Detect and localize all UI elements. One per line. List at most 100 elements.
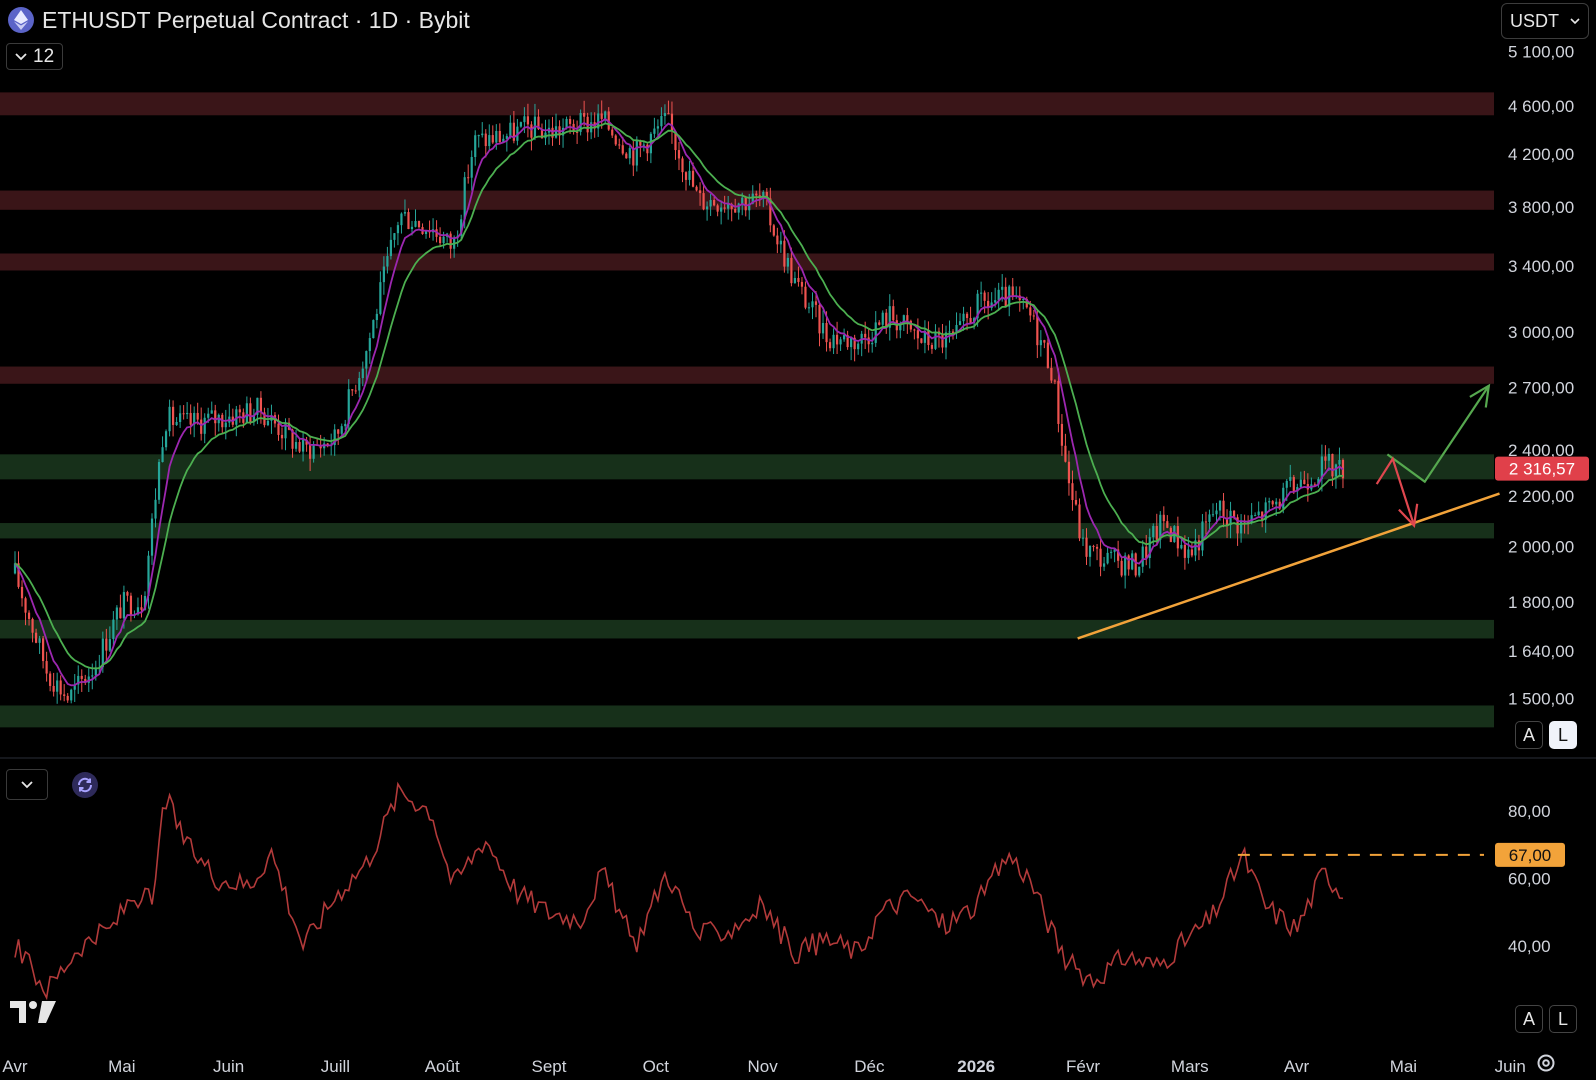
candle-body (368, 338, 371, 352)
candle-body (1268, 501, 1271, 503)
time-axis[interactable]: Avr Mai Juin Juill Août Sept Oct Nov Déc 2026 Févr… (2, 1057, 1525, 1076)
candle-body (235, 409, 238, 425)
candle-body (284, 422, 287, 439)
candle-body (477, 135, 480, 137)
candle-body (885, 312, 888, 328)
resistance-zone-1 (0, 190, 1494, 210)
auto-scale-button[interactable]: A (1515, 721, 1543, 749)
price-tick-label: 4 200,00 (1508, 145, 1574, 164)
candle-body (625, 153, 628, 159)
candle-body (161, 447, 164, 463)
rsi-auto-scale-button[interactable]: A (1515, 1005, 1543, 1033)
candle-body (1064, 445, 1067, 462)
candles (13, 100, 1345, 704)
candle-body (1113, 549, 1116, 552)
candle-body (1331, 453, 1334, 477)
candle-body (909, 320, 912, 330)
rsi-level-tag (1495, 842, 1565, 867)
ma-fast-line (14, 117, 1344, 687)
candle-body (203, 417, 206, 434)
tradingview-logo[interactable] (10, 1001, 56, 1023)
candle-body (460, 219, 463, 236)
candle-body (1187, 549, 1190, 558)
candle-body (1296, 487, 1299, 492)
candle-body (1029, 307, 1032, 316)
candle-body (365, 351, 368, 369)
candle-body (386, 256, 389, 267)
candle-body (920, 338, 923, 343)
candle-body (540, 129, 544, 139)
candle-body (375, 313, 378, 321)
candle-body (899, 323, 902, 331)
candle-body (772, 225, 775, 236)
candle-body (1074, 500, 1078, 505)
candle-body (509, 122, 512, 137)
candle-body (344, 423, 347, 427)
time-tick-label: Déc (854, 1057, 885, 1076)
candle-body (245, 403, 248, 423)
candle-body (333, 429, 336, 446)
candle-body (147, 555, 150, 596)
rsi-log-scale-button[interactable]: L (1549, 1005, 1577, 1033)
log-scale-button[interactable]: L (1549, 721, 1577, 749)
time-tick-label: Juill (321, 1057, 350, 1076)
candle-body (776, 235, 779, 245)
candle-body (1004, 286, 1007, 307)
resistance-zone-3 (0, 366, 1494, 384)
price-tick-label: 3 800,00 (1508, 198, 1574, 217)
chevron-down-icon (1570, 17, 1580, 24)
candle-body (1117, 549, 1120, 561)
candle-body (1022, 298, 1025, 301)
price-axis[interactable]: 5 100,00 4 600,00 4 200,00 3 800,00 3 400,00… (1495, 42, 1589, 708)
candle-body (695, 186, 698, 191)
price-tick-label: 2 200,00 (1508, 487, 1574, 506)
candle-body (498, 130, 501, 143)
candle-body (1320, 456, 1323, 479)
candle-body (786, 257, 789, 267)
time-tick-label: Mai (108, 1057, 135, 1076)
candle-body (495, 130, 498, 143)
indicators-toggle-button[interactable]: 12 (6, 43, 64, 70)
candle-body (354, 390, 357, 392)
candle-body (193, 412, 196, 425)
candle-body (400, 213, 403, 226)
candle-body (835, 334, 839, 345)
sync-icon[interactable] (72, 772, 98, 798)
candle-body (389, 239, 393, 257)
candle-body (951, 331, 955, 334)
candle-body (579, 113, 582, 132)
candle-body (175, 421, 178, 425)
price-tick-label: 5 100,00 (1508, 42, 1574, 61)
candle-body (168, 406, 171, 432)
candle-body (825, 323, 828, 343)
candle-body (670, 113, 674, 132)
bearish-scenario-arrow[interactable] (1375, 456, 1416, 526)
currency-select[interactable]: USDT (1501, 3, 1589, 39)
candle-body (1264, 502, 1267, 520)
candle-body (597, 113, 600, 129)
candle-body (807, 307, 811, 309)
candle-body (888, 306, 891, 328)
price-tick-label: 1 800,00 (1508, 593, 1574, 612)
rsi-collapse-button[interactable] (6, 769, 48, 800)
candle-body (154, 499, 157, 519)
candle-body (266, 420, 270, 426)
candle-body (576, 131, 579, 133)
bullish-scenario-arrow[interactable] (1386, 385, 1490, 484)
candle-body (958, 321, 962, 326)
candle-body (1060, 423, 1064, 446)
candle-body (1032, 315, 1035, 317)
gear-icon[interactable] (1535, 1052, 1557, 1074)
candle-body (976, 293, 979, 319)
support-trendline[interactable] (1077, 492, 1500, 640)
bearish-scenario-arrow-head (1398, 503, 1419, 528)
last-price-label: 2 316,57 (1509, 460, 1575, 479)
rsi-tick-label: 60,00 (1508, 870, 1551, 889)
rsi-line (14, 781, 1344, 1001)
candle-body (519, 122, 522, 127)
candle-body (762, 191, 765, 198)
candle-body (730, 203, 733, 209)
candle-body (614, 135, 617, 145)
candle-body (280, 434, 284, 439)
